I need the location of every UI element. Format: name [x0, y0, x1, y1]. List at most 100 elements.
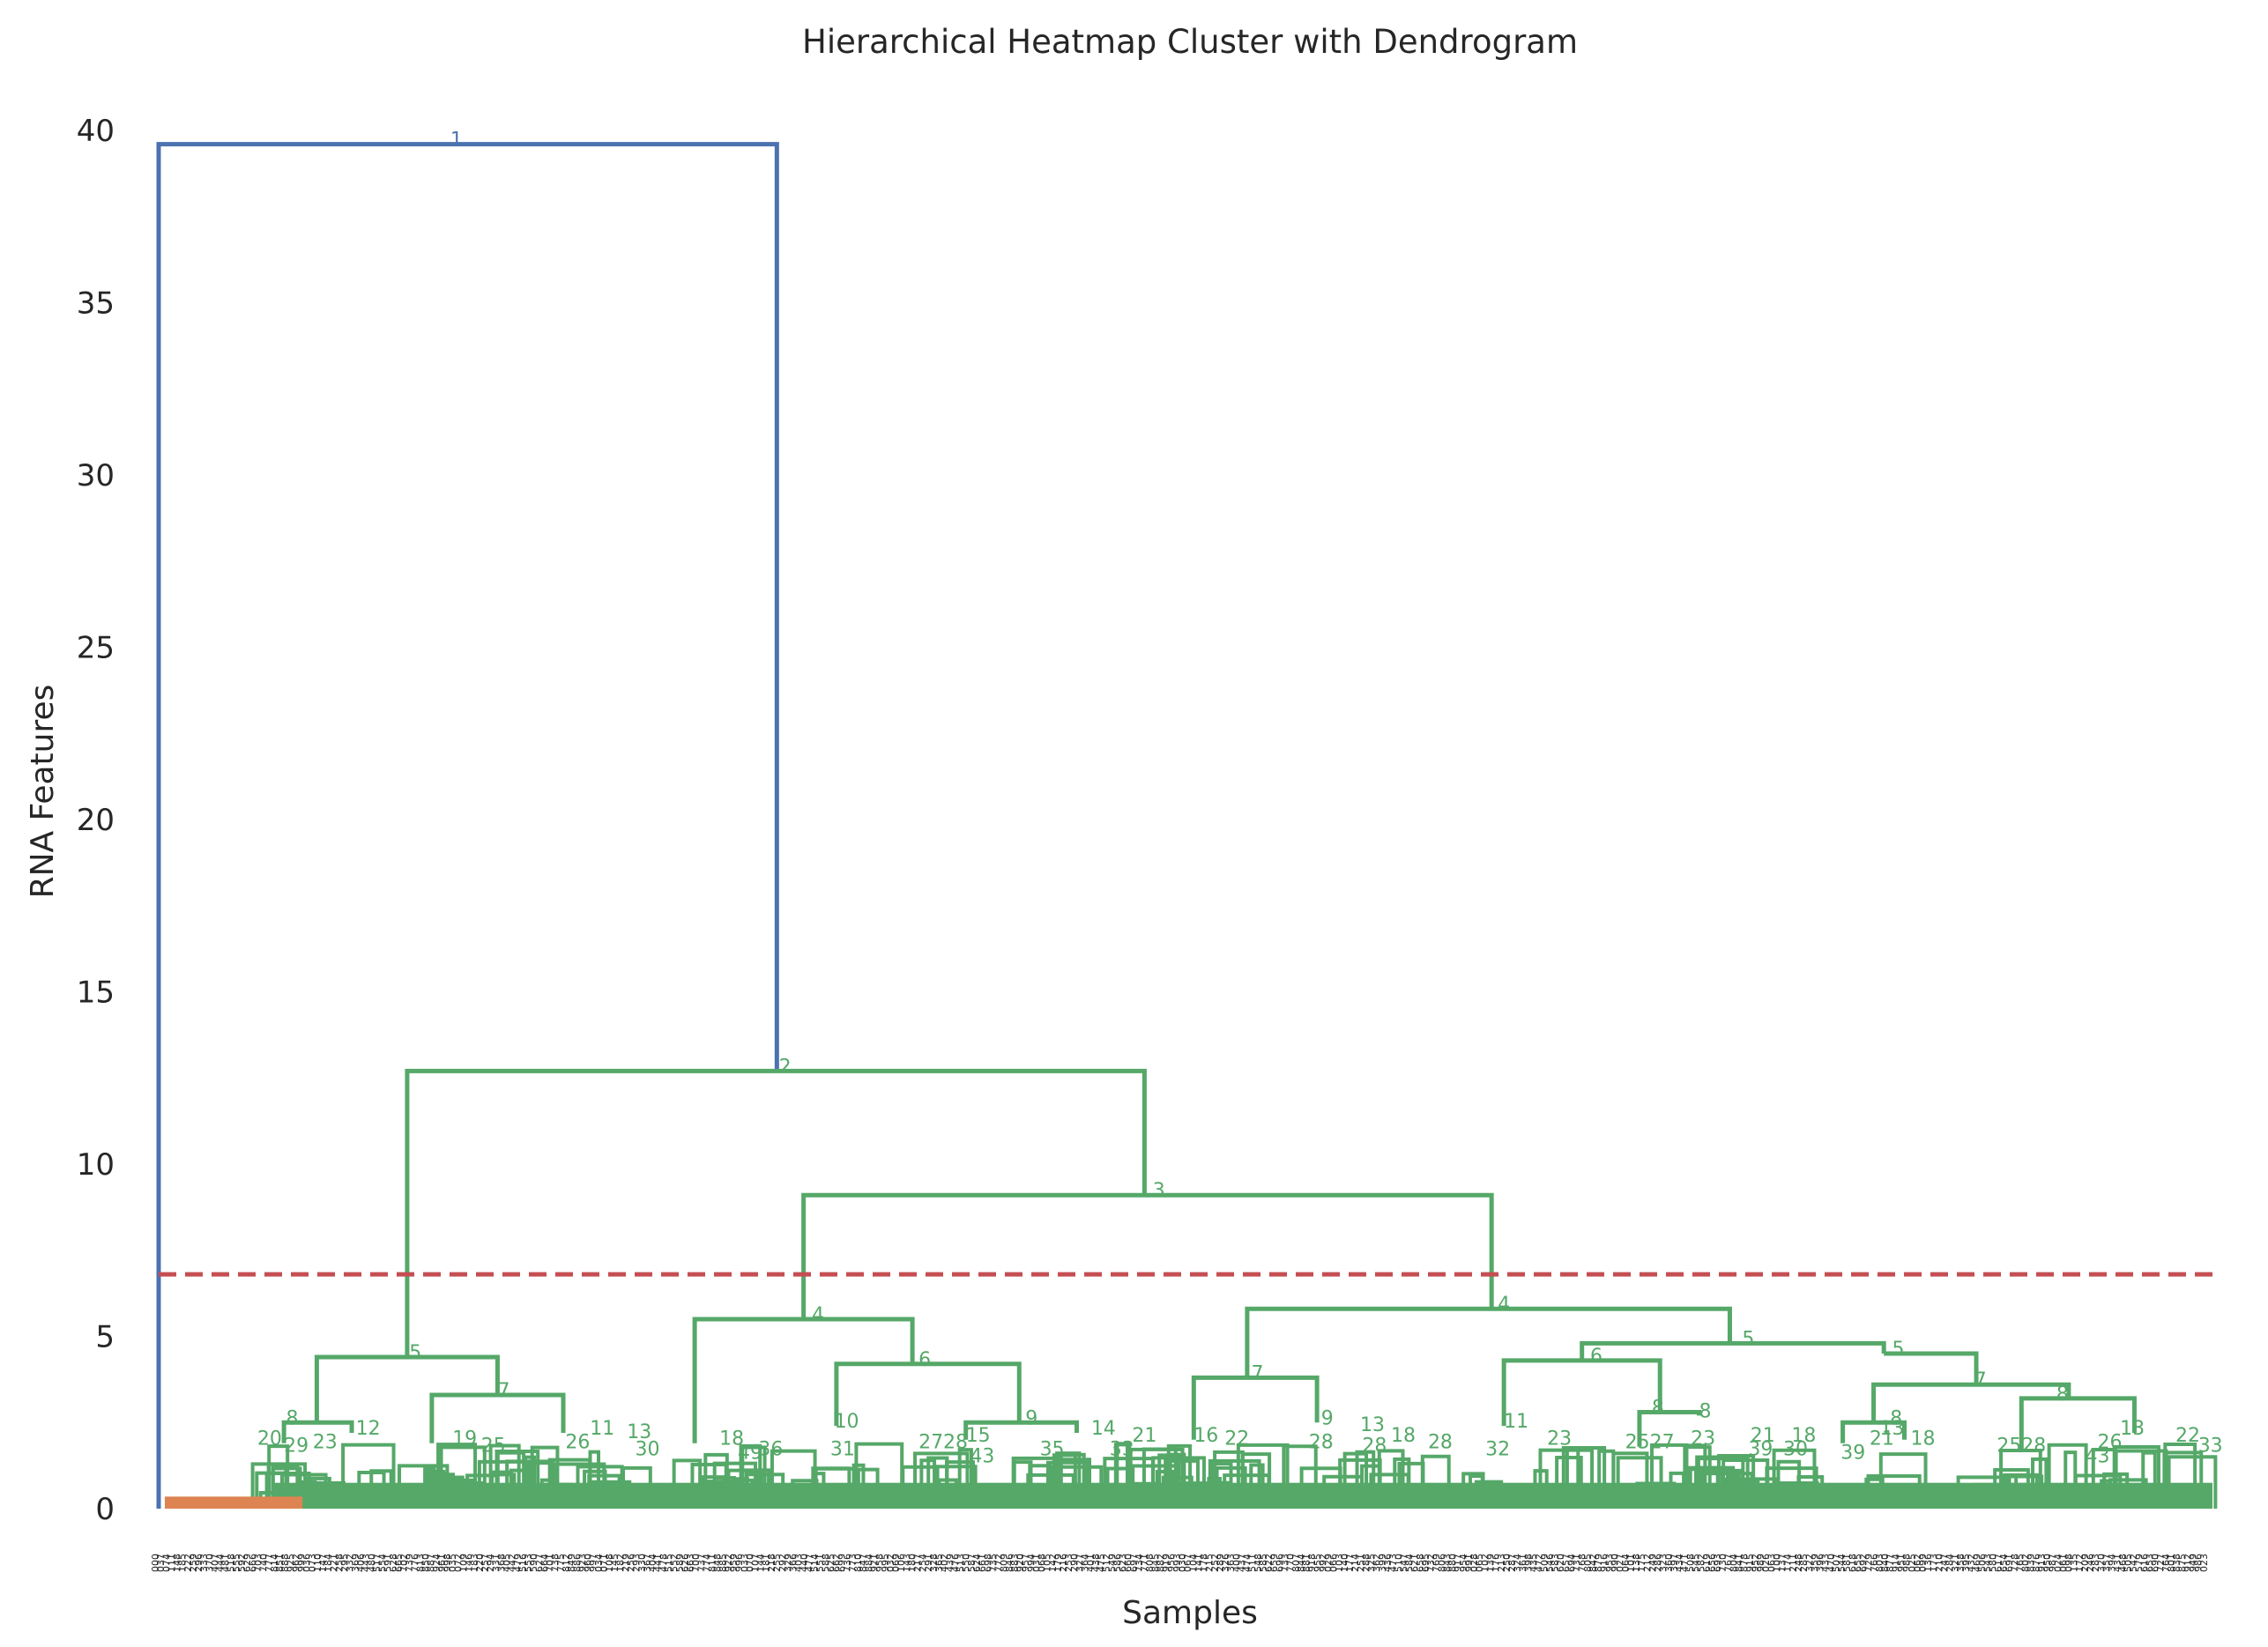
- link-node-9a: [963, 1420, 1080, 1440]
- node-label: 28: [1362, 1436, 1387, 1458]
- leaf-label: 810: [852, 1554, 864, 1572]
- y-tick-label: 10: [77, 1147, 115, 1183]
- leaf-label: 106: [896, 1554, 907, 1572]
- leaf-label: 222: [182, 1554, 194, 1572]
- leaf-label: 444: [215, 1554, 227, 1572]
- node-label: 14: [1091, 1418, 1116, 1440]
- leaf-label: 662: [831, 1554, 843, 1572]
- node-label: 8: [1890, 1407, 1902, 1429]
- link-leaf-cluster: [341, 1443, 396, 1509]
- leaf-label: 144: [755, 1554, 767, 1572]
- leaf-label: 913: [2036, 1554, 2048, 1572]
- leaf-label: 324: [1512, 1554, 1523, 1572]
- leaf-label: 074: [160, 1554, 172, 1572]
- y-tick-label: 5: [95, 1320, 115, 1355]
- leaf-label: 288: [1361, 1554, 1372, 1572]
- leaf-label: 579: [2133, 1554, 2145, 1572]
- node-label: 49: [738, 1442, 762, 1464]
- link-leaf-cluster: [1056, 1452, 1086, 1509]
- link-node-8c: [2019, 1396, 2137, 1450]
- leaf-label: 213: [1496, 1554, 1507, 1572]
- node-label: 28: [2021, 1436, 2046, 1458]
- leaf-label: 881: [1301, 1554, 1312, 1572]
- leaf-label: 107: [750, 1554, 762, 1572]
- y-tick-label: 30: [77, 458, 115, 493]
- leaf-label: 990: [1610, 1554, 1621, 1572]
- node-label: 30: [1783, 1438, 1808, 1460]
- node-label: 1: [450, 130, 463, 152]
- leaf-label: 517: [371, 1554, 383, 1572]
- leaf-label: 584: [1404, 1554, 1416, 1572]
- leaf-label: 581: [1841, 1554, 1853, 1572]
- leaf-label: 099: [1917, 1554, 1929, 1572]
- leaf-label: 734: [1134, 1554, 1145, 1572]
- node-label: 23: [1547, 1428, 1572, 1450]
- leaf-label: 767: [1722, 1554, 1734, 1572]
- leaf-label: 994: [1025, 1554, 1037, 1572]
- leaf-label: 178: [1199, 1554, 1210, 1572]
- leaf-label: 992: [1317, 1554, 1328, 1572]
- link-node-7b: [1191, 1375, 1320, 1440]
- leaf-label: 956: [1166, 1554, 1178, 1572]
- leaf-label: 730: [1717, 1554, 1729, 1572]
- leaf-label: 546: [1544, 1554, 1556, 1572]
- leaf-label: 292: [777, 1554, 788, 1572]
- leaf-label: 626: [680, 1554, 691, 1572]
- leaf-label: 221: [328, 1554, 339, 1572]
- leaf-label: 210: [1933, 1554, 1945, 1572]
- link-node-2: [405, 1068, 1147, 1357]
- leaf-label: 505: [2123, 1554, 2134, 1572]
- leaf-label: 915: [1744, 1554, 1756, 1572]
- leaf-label: 884: [863, 1554, 874, 1572]
- leaf-label: 917: [1453, 1554, 1464, 1572]
- leaf-label: 922: [723, 1554, 734, 1572]
- leaf-label: 777: [264, 1554, 275, 1572]
- leaf-label: 254: [918, 1554, 929, 1572]
- leaf-label: 776: [409, 1554, 420, 1572]
- leaf-label: 182: [614, 1554, 626, 1572]
- leaf-label: 024: [2052, 1554, 2064, 1572]
- node-label: 29: [284, 1436, 309, 1458]
- leaf-label: 625: [825, 1554, 837, 1572]
- link-node-5c: [1884, 1351, 1979, 1385]
- leaf-label: 876: [2031, 1554, 2042, 1572]
- leaf-label: 073: [307, 1554, 318, 1572]
- leaf-label: 475: [1096, 1554, 1107, 1572]
- leaf-label: 363: [1225, 1554, 1237, 1572]
- link-leaf-cluster: [1166, 1443, 1193, 1509]
- leaf-label: 220: [474, 1554, 486, 1572]
- leaf-label: 698: [982, 1554, 993, 1572]
- leaf-label: 361: [1517, 1554, 1528, 1572]
- leaf-label: 733: [1280, 1554, 1291, 1572]
- leaf-label: 481: [220, 1554, 232, 1572]
- y-tick-label: 25: [77, 631, 115, 666]
- leaf-label: 246: [2085, 1554, 2096, 1572]
- leaf-label: 887: [426, 1554, 437, 1572]
- leaf-label: 732: [1425, 1554, 1437, 1572]
- link-leaf-cluster: [1597, 1449, 1616, 1509]
- leaf-label: 547: [1398, 1554, 1409, 1572]
- leaf-label: 322: [1803, 1554, 1815, 1572]
- leaf-label: 888: [279, 1554, 291, 1572]
- leaf-label: 066: [1328, 1554, 1340, 1572]
- leaf-label: 136: [1922, 1554, 1934, 1572]
- leaf-label: 886: [571, 1554, 583, 1572]
- leaf-label: 842: [1588, 1554, 1599, 1572]
- leaf-label: 839: [2026, 1554, 2037, 1572]
- leaf-label: 840: [1879, 1554, 1891, 1572]
- leaf-label: 661: [977, 1554, 988, 1572]
- leaf-label: 848: [712, 1554, 724, 1572]
- dendrogram-links: [156, 142, 2218, 1509]
- leaf-label: 805: [1582, 1554, 1594, 1572]
- leaf-label: 470: [1826, 1554, 1837, 1572]
- link-leaf-cluster: [436, 1443, 478, 1509]
- leaf-label: 592: [236, 1554, 248, 1572]
- leaf-label: 286: [1653, 1554, 1664, 1572]
- leaf-label: 139: [1485, 1554, 1497, 1572]
- leaf-label: 514: [809, 1554, 821, 1572]
- node-label: 21: [1751, 1425, 1775, 1447]
- leaf-label: 844: [1296, 1554, 1307, 1572]
- leaf-label: 845: [1149, 1554, 1161, 1572]
- node-label: 4: [1498, 1294, 1510, 1316]
